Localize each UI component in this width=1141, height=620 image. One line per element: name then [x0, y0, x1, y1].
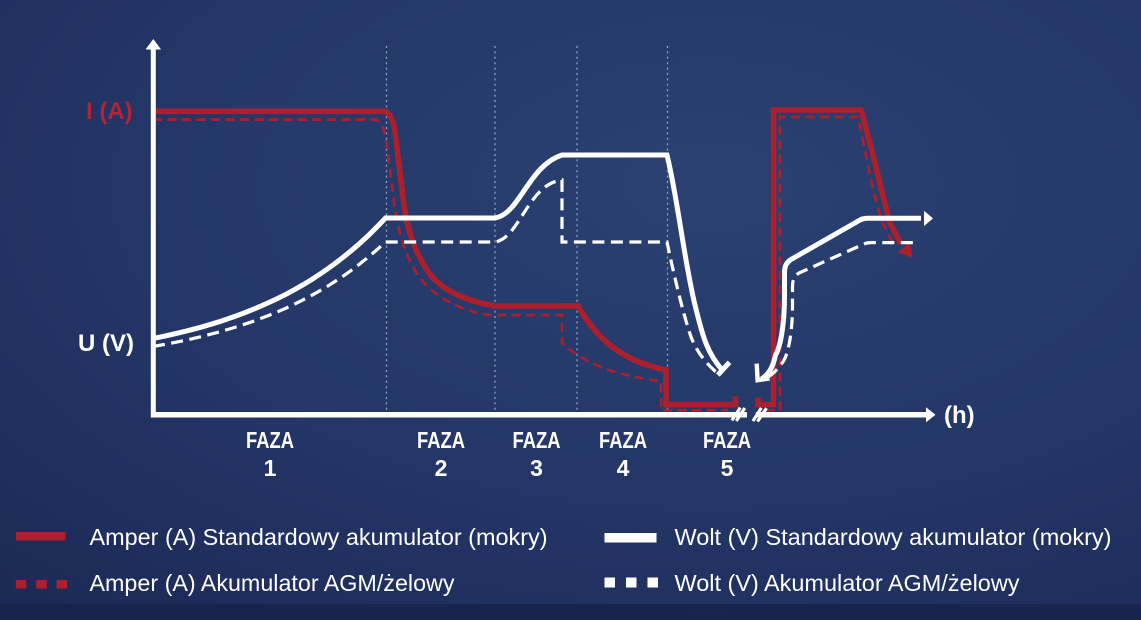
- svg-text:FAZA: FAZA: [599, 427, 647, 453]
- svg-text:Wolt (V) Akumulator AGM/żelowy: Wolt (V) Akumulator AGM/żelowy: [675, 570, 1020, 596]
- svg-text:1: 1: [264, 455, 277, 481]
- svg-text:I (A): I (A): [86, 98, 133, 125]
- svg-text:2: 2: [435, 455, 448, 481]
- svg-text:Wolt (V) Standardowy akumulato: Wolt (V) Standardowy akumulator (mokry): [675, 524, 1112, 550]
- svg-text:U (V): U (V): [78, 330, 134, 357]
- svg-text:5: 5: [721, 455, 734, 481]
- svg-text:FAZA: FAZA: [246, 427, 294, 453]
- svg-text:FAZA: FAZA: [703, 427, 751, 453]
- svg-text:FAZA: FAZA: [513, 427, 561, 453]
- svg-text:4: 4: [617, 455, 630, 481]
- svg-text:Amper (A) Standardowy akumulat: Amper (A) Standardowy akumulator (mokry): [90, 524, 548, 550]
- svg-text:Amper (A) Akumulator AGM/żelow: Amper (A) Akumulator AGM/żelowy: [90, 570, 455, 596]
- svg-text:3: 3: [530, 455, 543, 481]
- svg-text:(h): (h): [944, 402, 975, 429]
- svg-text:FAZA: FAZA: [417, 427, 465, 453]
